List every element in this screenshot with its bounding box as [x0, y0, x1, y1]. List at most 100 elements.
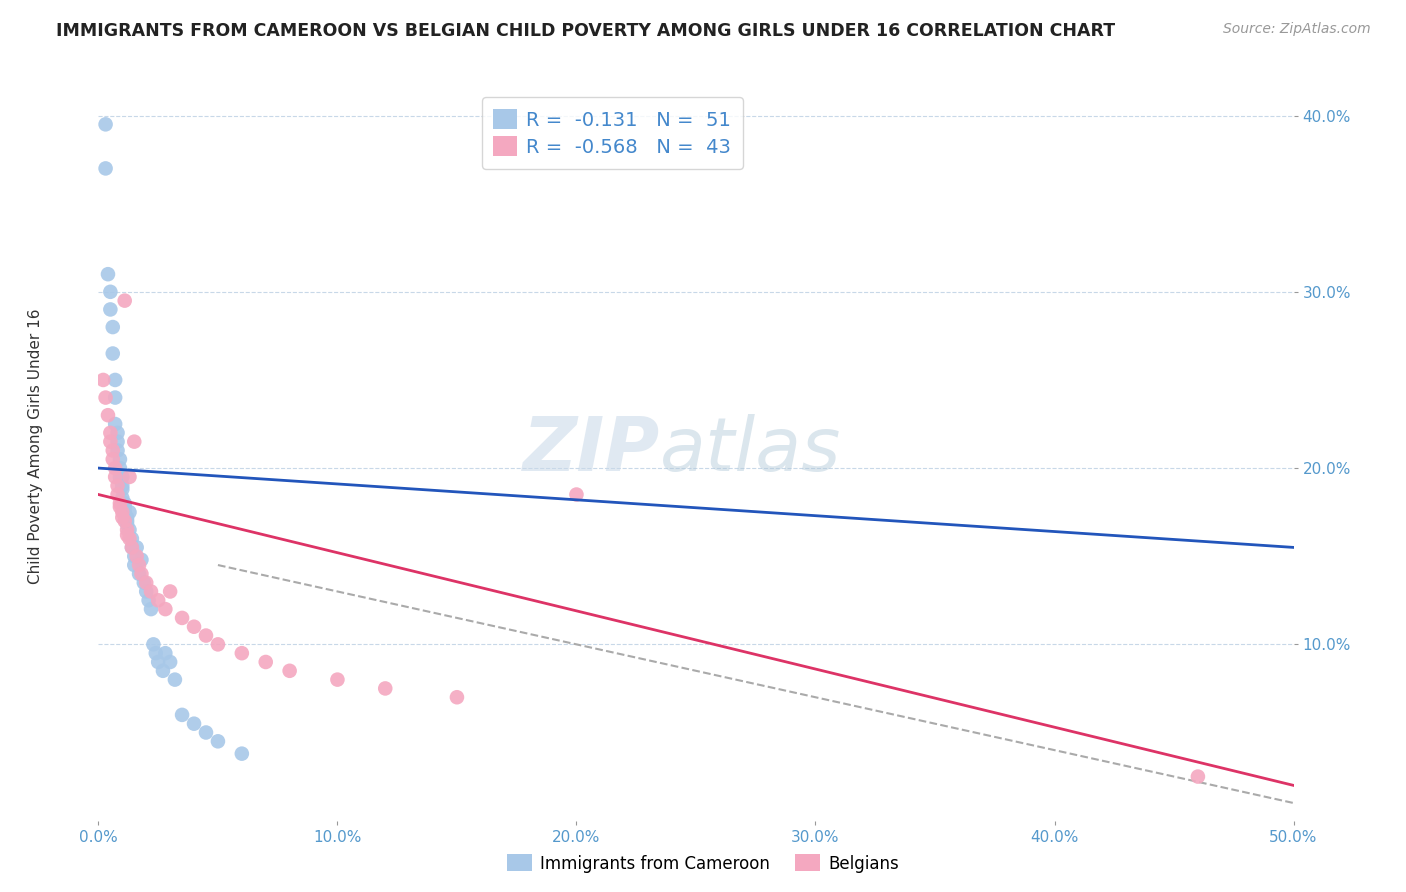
Point [91, 373, 114, 387]
Point [104, 373, 127, 387]
Point [135, 575, 157, 590]
Point [326, 673, 349, 687]
Point [104, 417, 127, 431]
Point [121, 541, 143, 555]
Point [98, 425, 122, 440]
Point [111, 482, 134, 496]
Point [107, 434, 129, 449]
Point [108, 496, 131, 510]
Point [278, 664, 301, 678]
Point [107, 479, 129, 493]
Point [107, 425, 129, 440]
Point [115, 510, 138, 524]
Point [114, 496, 136, 510]
Point [107, 443, 129, 458]
Text: atlas: atlas [661, 415, 842, 486]
Point [111, 510, 134, 524]
Point [148, 655, 170, 669]
Point [254, 655, 277, 669]
Point [135, 584, 157, 599]
Point [163, 673, 186, 687]
Point [124, 558, 146, 572]
Point [124, 549, 146, 564]
Point [118, 523, 141, 537]
Point [94, 117, 117, 131]
Point [183, 620, 205, 634]
Point [108, 461, 131, 475]
Point [565, 487, 588, 501]
Point [118, 532, 141, 546]
Point [108, 500, 131, 514]
Point [98, 285, 122, 299]
Point [111, 505, 134, 519]
Point [142, 637, 165, 651]
Point [104, 470, 127, 484]
Text: Child Poverty Among Girls Under 16: Child Poverty Among Girls Under 16 [28, 309, 42, 583]
Point [115, 517, 138, 532]
Point [128, 558, 150, 572]
Point [138, 593, 160, 607]
Point [183, 716, 205, 731]
Point [107, 487, 129, 501]
Point [131, 553, 153, 567]
Point [207, 637, 229, 651]
Point [121, 532, 143, 546]
Point [111, 491, 134, 505]
Point [172, 611, 194, 625]
Point [108, 452, 131, 467]
Point [118, 470, 141, 484]
Point [114, 500, 136, 514]
Point [101, 320, 124, 334]
Point [114, 505, 136, 519]
Point [121, 541, 143, 555]
Point [101, 443, 124, 458]
Point [128, 566, 150, 581]
Text: IMMIGRANTS FROM CAMEROON VS BELGIAN CHILD POVERTY AMONG GIRLS UNDER 16 CORRELATI: IMMIGRANTS FROM CAMEROON VS BELGIAN CHIL… [56, 22, 1115, 40]
Point [104, 391, 127, 405]
Point [139, 584, 162, 599]
Point [155, 602, 177, 616]
Point [446, 690, 468, 705]
Point [159, 584, 181, 599]
Point [132, 575, 155, 590]
Legend: Immigrants from Cameroon, Belgians: Immigrants from Cameroon, Belgians [501, 847, 905, 880]
Point [125, 549, 148, 564]
Point [98, 434, 122, 449]
Point [108, 470, 131, 484]
Point [159, 655, 181, 669]
Point [111, 470, 134, 484]
Point [195, 628, 218, 642]
Text: Source: ZipAtlas.com: Source: ZipAtlas.com [1223, 22, 1371, 37]
Point [115, 523, 138, 537]
Point [97, 408, 120, 422]
Point [172, 707, 194, 722]
Legend: R =  -0.131   N =  51, R =  -0.568   N =  43: R = -0.131 N = 51, R = -0.568 N = 43 [482, 97, 742, 169]
Point [101, 452, 124, 467]
Point [115, 528, 138, 542]
Point [94, 391, 117, 405]
Point [124, 434, 146, 449]
Point [125, 541, 148, 555]
Point [114, 293, 136, 308]
Point [145, 646, 167, 660]
Point [231, 747, 253, 761]
Point [115, 514, 138, 528]
Point [207, 734, 229, 748]
Point [139, 602, 162, 616]
Point [97, 267, 120, 281]
Point [195, 725, 218, 739]
Point [104, 461, 127, 475]
Point [231, 646, 253, 660]
Point [152, 664, 174, 678]
Point [131, 566, 153, 581]
Point [374, 681, 396, 696]
Point [118, 505, 141, 519]
Point [101, 346, 124, 360]
Point [111, 479, 134, 493]
Point [148, 593, 170, 607]
Text: ZIP: ZIP [523, 414, 661, 487]
Point [155, 646, 177, 660]
Point [94, 161, 117, 176]
Point [1187, 770, 1209, 784]
Point [98, 302, 122, 317]
